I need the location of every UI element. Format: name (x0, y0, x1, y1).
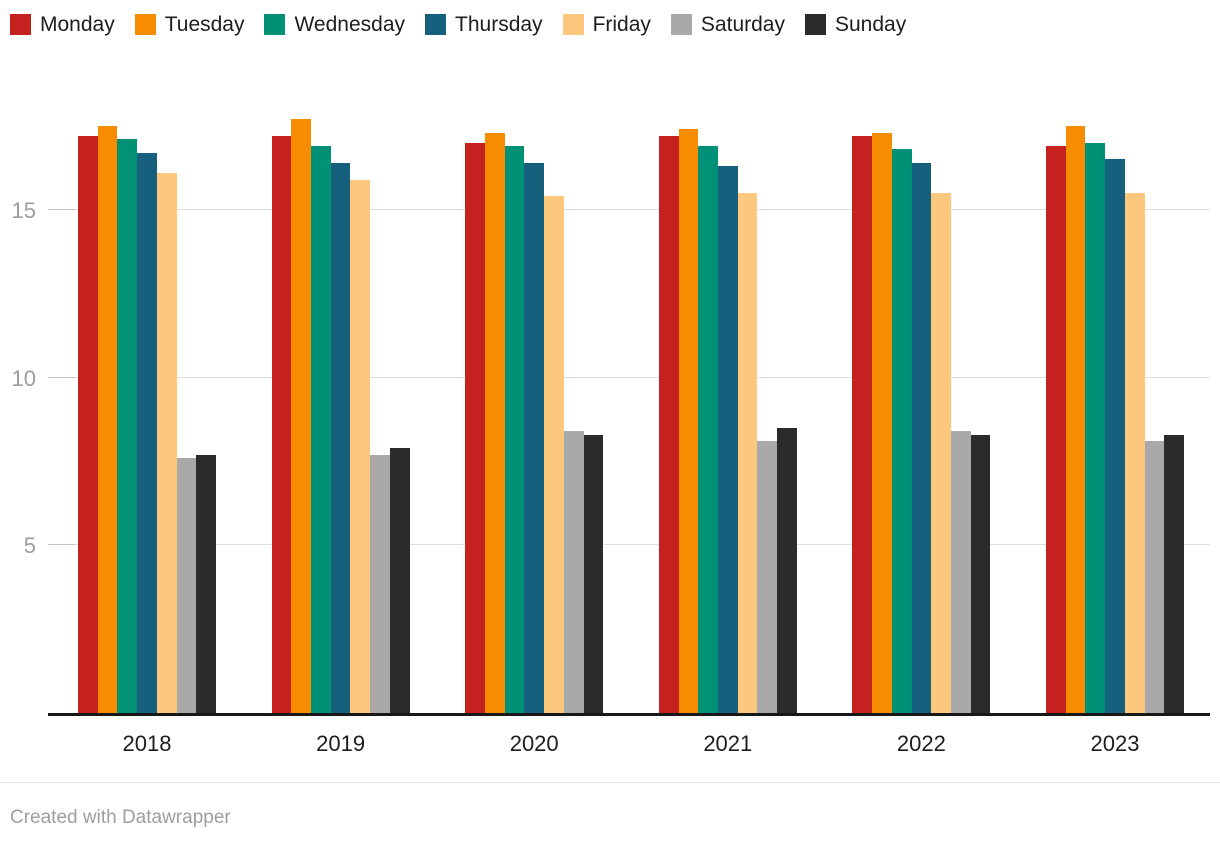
gridline-15 (48, 208, 1210, 210)
legend-label: Thursday (455, 13, 543, 36)
bar-2020-sunday[interactable] (583, 434, 604, 713)
gridline-10 (48, 376, 1210, 378)
legend-item-tuesday: Tuesday (134, 13, 245, 36)
bar-2022-thursday[interactable] (911, 162, 932, 713)
y-tick-mark-15 (48, 208, 75, 210)
bar-2018-tuesday[interactable] (97, 125, 118, 713)
footer-credit: Created with Datawrapper (10, 807, 231, 828)
legend-swatch-wednesday (264, 14, 286, 35)
legend-label: Sunday (834, 13, 907, 36)
bar-2023-saturday[interactable] (1144, 441, 1165, 713)
plot-area: 5 10 15 (12, 45, 1210, 716)
bar-2018-wednesday[interactable] (117, 139, 138, 713)
bar-2020-friday[interactable] (544, 196, 564, 713)
bar-2021-tuesday[interactable] (678, 129, 699, 713)
bar-2020-wednesday[interactable] (504, 146, 525, 713)
legend-item-saturday: Saturday (670, 13, 785, 36)
bar-2020-saturday[interactable] (563, 431, 584, 713)
bar-2018-thursday[interactable] (137, 152, 157, 713)
y-axis-tick-label: 10 (11, 365, 36, 391)
bar-2023-monday[interactable] (1046, 146, 1066, 713)
legend-label: Tuesday (164, 13, 245, 36)
bar-2020-thursday[interactable] (524, 162, 545, 713)
bar-2021-thursday[interactable] (717, 166, 738, 713)
x-axis-label-2018: 2018 (122, 731, 172, 756)
legend-label: Friday (592, 13, 651, 36)
bar-2019-tuesday[interactable] (291, 119, 312, 713)
bar-2019-sunday[interactable] (389, 447, 410, 713)
bar-2023-thursday[interactable] (1105, 159, 1125, 713)
bar-2021-monday[interactable] (658, 135, 679, 713)
bar-2022-saturday[interactable] (950, 431, 971, 713)
y-axis-tick-label: 5 (23, 533, 36, 559)
gridline-5 (48, 544, 1210, 546)
legend-swatch-thursday (425, 14, 447, 35)
bar-2023-friday[interactable] (1124, 192, 1145, 713)
legend-item-thursday: Thursday (425, 14, 543, 35)
legend-item-sunday: Sunday (804, 13, 907, 36)
bar-2018-monday[interactable] (78, 135, 98, 713)
bar-2022-tuesday[interactable] (872, 132, 892, 713)
bar-group-2021 (658, 129, 797, 713)
x-axis-label-2020: 2020 (509, 731, 559, 756)
legend-swatch-saturday (670, 14, 692, 35)
x-axis-label-2021: 2021 (703, 731, 753, 756)
y-tick-mark-10 (48, 376, 75, 378)
bar-2022-monday[interactable] (852, 135, 873, 713)
legend-label: Wednesday (294, 13, 406, 36)
y-tick-mark-5 (48, 544, 75, 546)
bar-2023-wednesday[interactable] (1085, 142, 1106, 713)
bar-group-2020 (465, 132, 604, 713)
bar-2018-sunday[interactable] (196, 454, 217, 713)
bar-2022-friday[interactable] (931, 192, 951, 713)
bar-group-2022 (852, 132, 991, 713)
bar-2022-wednesday[interactable] (891, 149, 912, 713)
bar-2022-sunday[interactable] (970, 434, 991, 713)
bar-2023-sunday[interactable] (1164, 434, 1185, 713)
legend-label: Monday (40, 13, 115, 36)
x-axis-label-2022: 2022 (896, 731, 946, 756)
x-axis-label-2019: 2019 (316, 731, 366, 756)
bar-2019-monday[interactable] (271, 135, 292, 713)
bar-2019-friday[interactable] (350, 179, 371, 713)
bar-2019-saturday[interactable] (370, 454, 390, 713)
y-axis-tick-label: 15 (11, 197, 36, 223)
legend-label: Saturday (700, 13, 785, 36)
bar-2020-tuesday[interactable] (484, 132, 505, 713)
legend-swatch-friday (562, 14, 584, 35)
legend-swatch-sunday (804, 14, 826, 35)
bar-group-2018 (78, 125, 217, 713)
footer-divider (0, 782, 1220, 783)
legend-item-monday: Monday (10, 14, 115, 35)
bar-2023-tuesday[interactable] (1065, 125, 1086, 713)
legend-swatch-monday (10, 14, 31, 35)
legend: Monday Tuesday Wednesday Thursday Friday Satu… (10, 14, 906, 35)
bar-2020-monday[interactable] (465, 142, 485, 713)
x-axis-label-2023: 2023 (1090, 731, 1140, 756)
bar-2019-wednesday[interactable] (311, 146, 331, 713)
bar-2021-wednesday[interactable] (698, 146, 718, 713)
bar-2021-sunday[interactable] (777, 427, 797, 713)
bar-group-2019 (271, 119, 410, 713)
bar-2018-saturday[interactable] (176, 458, 197, 713)
bar-2019-thursday[interactable] (330, 162, 351, 713)
bar-2021-friday[interactable] (737, 192, 758, 713)
legend-item-wednesday: Wednesday (264, 14, 405, 35)
legend-item-friday: Friday (562, 13, 651, 36)
legend-swatch-tuesday (134, 14, 156, 35)
bar-group-2023 (1046, 125, 1185, 713)
bar-2021-saturday[interactable] (757, 441, 778, 713)
bar-2018-friday[interactable] (156, 172, 177, 713)
